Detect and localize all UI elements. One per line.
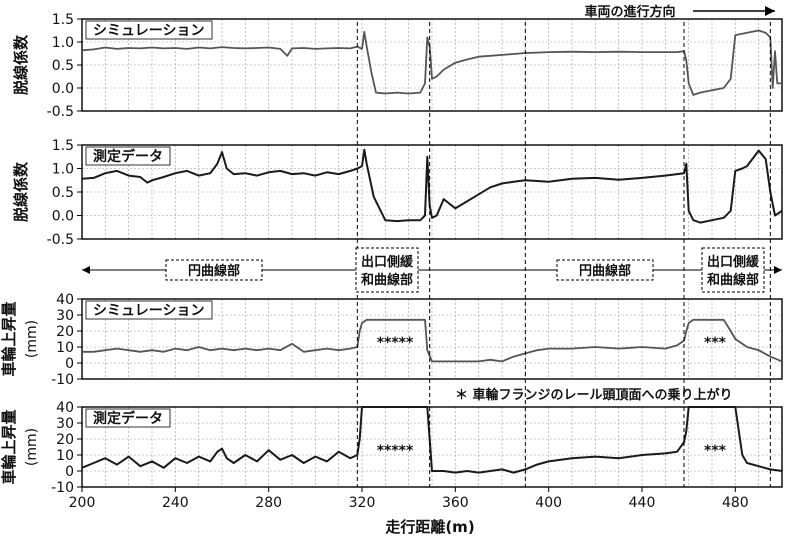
series-line <box>81 29 782 96</box>
panel-title-box <box>85 300 213 320</box>
annotation-asterisks: ***** <box>377 443 414 459</box>
y-axis-unit: (mm) <box>24 320 40 358</box>
section-arrow-head <box>82 266 90 274</box>
y-axis-label: 車輪上昇量 <box>0 301 18 376</box>
direction-label: 車両の進行方向 <box>584 4 675 20</box>
y-tick-label: -10 <box>51 372 74 388</box>
y-tick-label: 10 <box>56 340 74 356</box>
y-tick-label: 1.0 <box>52 162 74 178</box>
y-tick-label: 40 <box>56 292 74 308</box>
x-tick-label: 240 <box>162 495 189 511</box>
panel-title: 測定データ <box>93 148 163 165</box>
panel-title: シミュレーション <box>93 23 204 39</box>
series-line <box>82 318 783 363</box>
x-tick-label: 360 <box>442 495 469 511</box>
section-label-box <box>165 259 263 281</box>
y-tick-label: 1.5 <box>52 138 74 154</box>
annotation-asterisks: *** <box>704 335 727 351</box>
y-tick-label: 0.5 <box>52 185 74 201</box>
plot-frame <box>81 18 783 112</box>
y-axis-label: 脱線係数 <box>12 161 30 222</box>
section-label: 出口側緩 <box>707 254 760 270</box>
plot-frame <box>81 406 783 488</box>
x-tick-label: 200 <box>69 495 96 511</box>
y-tick-label: 0 <box>65 356 74 372</box>
y-axis-label: 脱線係数 <box>12 34 30 95</box>
panel-title: シミュレーション <box>93 303 204 319</box>
plot-frame <box>81 144 783 240</box>
panel-title-box <box>85 408 171 428</box>
y-tick-label: 0 <box>65 464 74 480</box>
y-tick-label: -0.5 <box>47 232 74 248</box>
section-arrow-head <box>774 266 782 274</box>
y-tick-label: 40 <box>56 400 74 416</box>
annotation-asterisks: ***** <box>377 335 414 351</box>
y-tick-label: 1.0 <box>52 35 74 51</box>
section-label: 和曲線部 <box>361 272 413 288</box>
y-axis-unit: (mm) <box>24 428 40 466</box>
y-tick-label: 10 <box>56 448 74 464</box>
y-tick-label: -10 <box>51 480 74 496</box>
section-label: 円曲線部 <box>188 263 240 279</box>
y-tick-label: 0.5 <box>52 58 74 74</box>
section-label: 円曲線部 <box>579 263 631 279</box>
y-tick-label: 30 <box>56 308 74 324</box>
series-line <box>81 406 783 474</box>
y-tick-label: 30 <box>56 416 74 432</box>
x-tick-label: 440 <box>629 495 656 511</box>
y-tick-label: 0.0 <box>52 81 74 97</box>
section-label-box <box>701 247 765 293</box>
x-tick-label: 480 <box>722 495 749 511</box>
section-label: 和曲線部 <box>707 272 759 288</box>
y-tick-label: 20 <box>56 324 74 340</box>
direction-arrow-head <box>765 6 775 16</box>
x-tick-label: 400 <box>535 495 562 511</box>
x-axis-label: 走行距離(m) <box>385 518 474 536</box>
section-label-box <box>556 259 654 281</box>
y-axis-label: 車輪上昇量 <box>0 409 18 484</box>
y-tick-label: 1.5 <box>52 12 74 28</box>
series-line <box>81 148 783 224</box>
y-tick-label: 20 <box>56 432 74 448</box>
panel-title: 測定データ <box>93 410 163 427</box>
panel-title-box <box>85 146 171 166</box>
section-label-box <box>355 247 419 293</box>
footnote: ＊ 車輪フランジのレール頭頂面への乗り上がり <box>455 387 733 403</box>
y-tick-label: -0.5 <box>47 104 74 120</box>
x-tick-label: 320 <box>349 495 376 511</box>
x-tick-label: 280 <box>255 495 282 511</box>
panel-title-box <box>85 20 213 40</box>
y-tick-label: 0.0 <box>52 209 74 225</box>
section-label: 出口側緩 <box>361 254 414 270</box>
plot-frame <box>81 298 783 380</box>
annotation-asterisks: *** <box>704 443 727 459</box>
